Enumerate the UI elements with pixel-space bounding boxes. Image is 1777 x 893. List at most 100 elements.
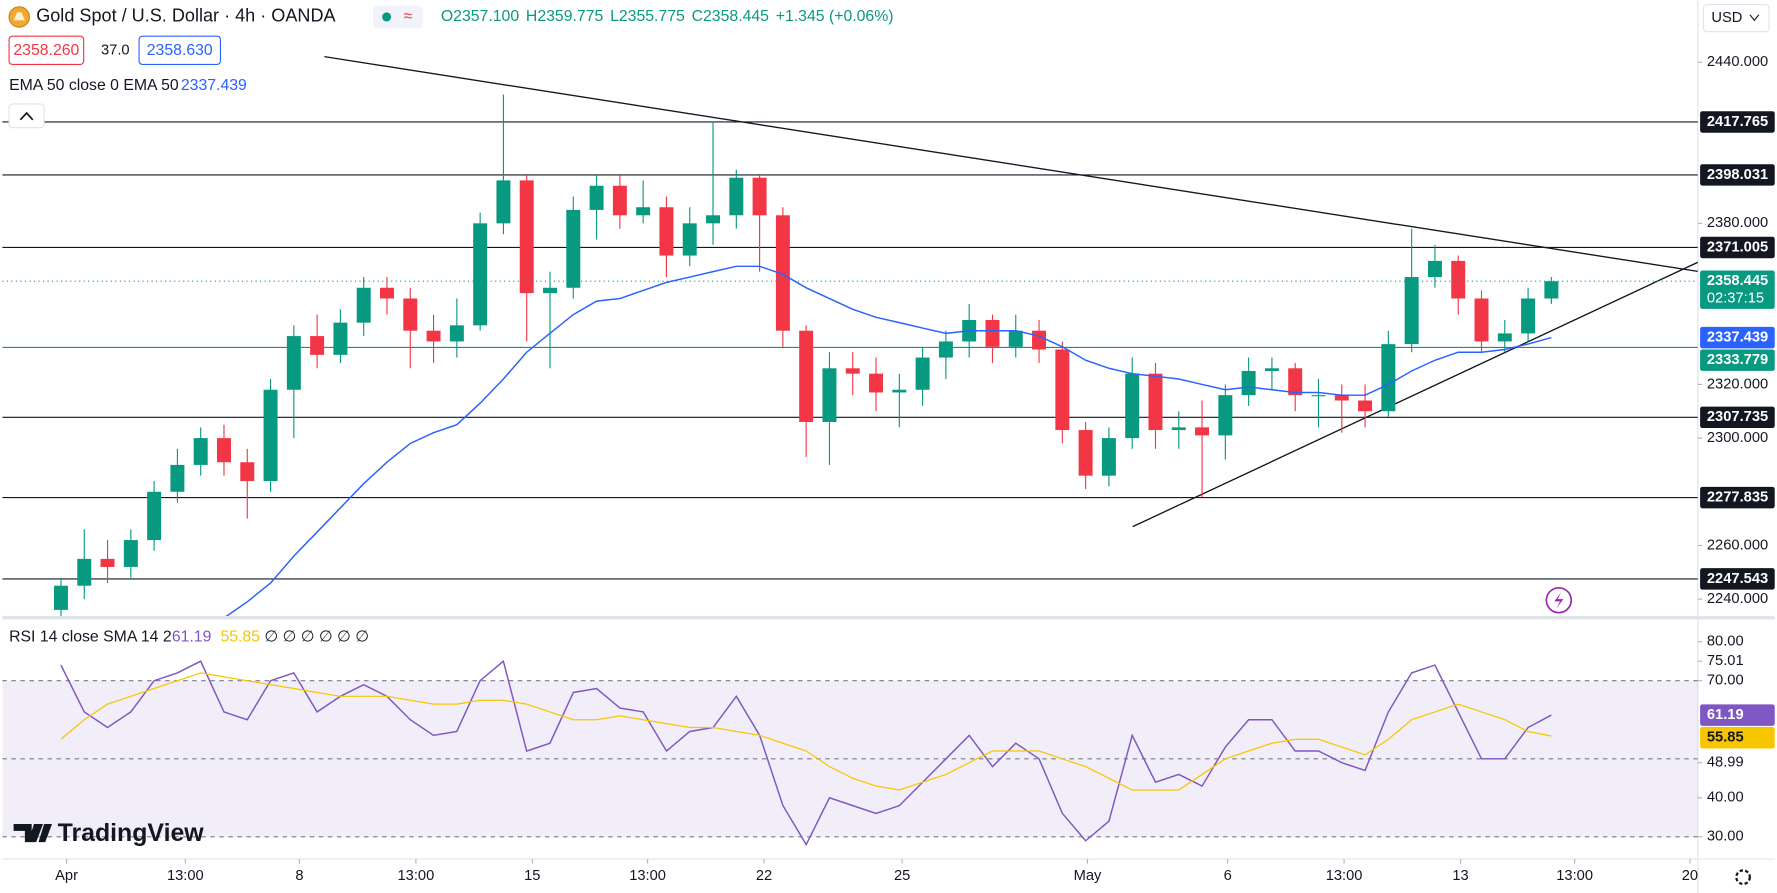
x-tick-label: 6 bbox=[1224, 868, 1232, 884]
x-tick-label: 13:00 bbox=[629, 868, 666, 884]
candle-body bbox=[543, 287, 557, 294]
candle-body bbox=[915, 357, 930, 390]
candle-body bbox=[1171, 427, 1186, 431]
level-label: 2333.779 bbox=[1707, 352, 1768, 368]
candle-body bbox=[1544, 281, 1559, 299]
candle-body bbox=[659, 207, 674, 256]
y-tick-label: 2260.000 bbox=[1707, 537, 1768, 553]
candle-body bbox=[1404, 277, 1419, 345]
rsi-legend-value: 61.19 bbox=[172, 629, 212, 646]
candle-body bbox=[822, 368, 837, 422]
candle-body bbox=[1521, 298, 1536, 334]
rsi-pane bbox=[2, 659, 1698, 847]
candle-body bbox=[1008, 330, 1023, 347]
brand-logo bbox=[13, 824, 53, 843]
x-tick-label: 13:00 bbox=[167, 868, 204, 884]
level-label-box bbox=[1700, 568, 1775, 590]
candle-body bbox=[1358, 400, 1373, 412]
candle-body bbox=[1101, 438, 1116, 476]
candle-body bbox=[1032, 330, 1047, 350]
x-tick-label: 13:00 bbox=[397, 868, 434, 884]
y-tick-label: 2240.000 bbox=[1707, 591, 1768, 607]
candle-body bbox=[799, 330, 814, 422]
x-tick-label: 25 bbox=[894, 868, 910, 884]
buy-button[interactable] bbox=[138, 35, 222, 65]
candle-body bbox=[473, 223, 488, 326]
candle-body bbox=[1474, 298, 1489, 342]
level-label: 2417.765 bbox=[1707, 114, 1768, 130]
status-chip[interactable] bbox=[373, 5, 423, 29]
candle-body bbox=[1195, 427, 1210, 436]
ohlc-values: O2357.100 H2359.775 L2355.775 C2358.445 +1.3… bbox=[441, 8, 894, 25]
level-label-box bbox=[1700, 406, 1775, 429]
candle-body bbox=[1497, 333, 1512, 342]
countdown: 02:37:15 bbox=[1707, 291, 1764, 307]
rsi-inputs: ∅ ∅ ∅ ∅ ∅ ∅ bbox=[265, 629, 370, 646]
candle-body bbox=[1427, 260, 1442, 278]
y-tick-label: 2440.000 bbox=[1707, 54, 1768, 70]
alert-icon-bolt bbox=[1554, 592, 1564, 609]
candle-body bbox=[845, 368, 860, 374]
candle-body bbox=[985, 319, 1000, 347]
level-label-box bbox=[1700, 486, 1775, 509]
y-tick-label: 40.00 bbox=[1707, 790, 1744, 806]
ema-label-box bbox=[1700, 326, 1775, 349]
ema-legend-value: 2337.439 bbox=[181, 77, 247, 94]
ohlc-value: C2358.445 bbox=[692, 8, 770, 25]
x-tick-label: 22 bbox=[756, 868, 772, 884]
collapse-button[interactable] bbox=[8, 103, 45, 129]
candle-body bbox=[123, 540, 138, 567]
candle-body bbox=[1148, 373, 1163, 431]
trend-line bbox=[1132, 261, 1698, 528]
ema-line bbox=[225, 265, 1552, 617]
candle-body bbox=[869, 373, 884, 393]
candle-body bbox=[380, 287, 394, 299]
x-tick-label: 13:00 bbox=[1326, 868, 1363, 884]
y-tick-label: 2300.000 bbox=[1707, 430, 1768, 446]
y-tick-label: 30.00 bbox=[1707, 829, 1744, 845]
level-label: 2398.031 bbox=[1707, 167, 1768, 183]
candle-body bbox=[1125, 373, 1140, 439]
sell-button[interactable] bbox=[8, 35, 85, 65]
candle-body bbox=[752, 177, 767, 216]
axes: 2240.000 2260.000 2300.000 2320.000 2380.000… bbox=[55, 54, 1775, 884]
candle-body bbox=[310, 336, 325, 355]
y-tick-label: 48.99 bbox=[1707, 755, 1744, 771]
ohlc-value: L2355.775 bbox=[610, 8, 685, 25]
brand-name: TradingView bbox=[58, 819, 205, 847]
rsi-sma-legend-value: 55.85 bbox=[220, 629, 260, 646]
y-tick-label: 2380.000 bbox=[1707, 215, 1768, 231]
candle-body bbox=[612, 185, 627, 216]
level-label-box bbox=[1700, 164, 1775, 186]
candle-body bbox=[938, 341, 953, 358]
level-label: 2247.543 bbox=[1707, 571, 1768, 587]
candle-body bbox=[426, 330, 441, 342]
currency: USD bbox=[1711, 10, 1742, 26]
rsi-legend-title: RSI 14 close SMA 14 2 bbox=[9, 629, 172, 646]
candle-body bbox=[589, 185, 604, 210]
ema-label: 2337.439 bbox=[1707, 329, 1768, 345]
candle-body bbox=[53, 585, 68, 610]
settings-button[interactable] bbox=[1735, 869, 1751, 886]
candle-body bbox=[193, 438, 208, 465]
x-tick-label: 20 bbox=[1682, 868, 1698, 884]
candle-body bbox=[286, 336, 301, 390]
level-label-box bbox=[1700, 236, 1775, 259]
candle-body bbox=[729, 177, 744, 216]
candle-body bbox=[706, 215, 721, 224]
rsi-value-label-box bbox=[1700, 704, 1775, 726]
price-pane bbox=[2, 55, 1698, 617]
symbol-icon-glyph bbox=[13, 12, 25, 21]
x-tick-label: 8 bbox=[295, 868, 303, 884]
x-tick-label: 13 bbox=[1452, 868, 1468, 884]
candle-body bbox=[1218, 395, 1233, 436]
rsi-value-label: 55.85 bbox=[1707, 730, 1744, 746]
ema-legend-title: EMA 50 close 0 EMA 50 bbox=[9, 77, 179, 94]
bid-price: 2358.260 bbox=[13, 42, 79, 59]
candle-body bbox=[775, 215, 790, 331]
currency-button[interactable] bbox=[1702, 3, 1770, 33]
x-tick-label: Apr bbox=[55, 868, 78, 884]
candle-body bbox=[566, 209, 581, 288]
